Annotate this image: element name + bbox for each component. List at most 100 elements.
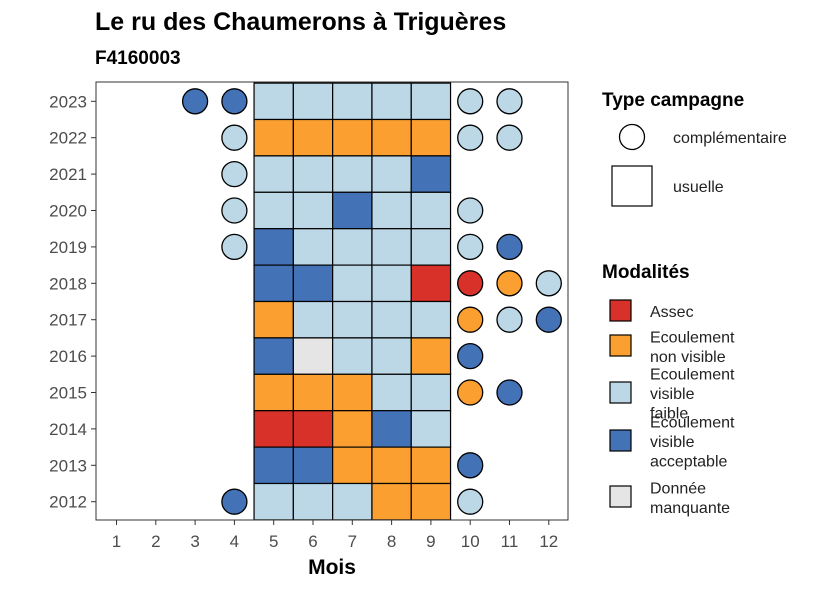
cell-2017-m11 — [496, 306, 523, 333]
cell-2013-m6 — [292, 446, 334, 485]
cell-2023-m4 — [221, 88, 248, 115]
cell-2015-m7 — [332, 373, 373, 412]
x-tick-label: 3 — [190, 532, 199, 551]
cell-2015-m8 — [371, 373, 412, 412]
cell-2021-m9 — [410, 155, 452, 193]
cell-2022-m10 — [457, 124, 484, 151]
cell-2018-m7 — [332, 264, 373, 303]
x-tick-label: 9 — [426, 532, 435, 551]
cell-2019-m6 — [292, 228, 334, 266]
cell-2012-m6 — [292, 482, 334, 521]
cell-2014-m9 — [410, 410, 452, 448]
cell-2023-m3 — [181, 88, 209, 115]
x-axis-title: Mois — [308, 556, 356, 579]
x-axis: 1 2 3 4 5 6 7 8 9 10 11 12 — [112, 520, 558, 551]
x-tick-label: 6 — [308, 532, 317, 551]
cell-2012-m8 — [371, 482, 412, 521]
x-tick-label: 8 — [387, 532, 396, 551]
cell-2019-m8 — [371, 228, 412, 266]
legend-label-F: Ecoulement visible faible — [650, 367, 735, 423]
legend-swatch-A — [609, 299, 632, 322]
chart-title: Le ru des Chaumerons à Triguères — [95, 8, 506, 36]
cell-2017-m10 — [457, 306, 484, 333]
cell-2014-m6 — [292, 410, 334, 448]
cell-2023-m7 — [332, 82, 373, 121]
cell-2022-m7 — [332, 118, 373, 157]
cell-2017-m12 — [535, 306, 562, 333]
cell-2018-m11 — [496, 270, 523, 297]
cell-2023-m5 — [253, 82, 294, 121]
y-tick-label: 2016 — [49, 347, 87, 366]
y-tick-label: 2013 — [49, 456, 87, 475]
cell-2023-m11 — [496, 88, 523, 115]
legend-label-complementaire: complémentaire — [673, 130, 787, 147]
cell-2016-m10 — [457, 342, 484, 370]
cell-2023-m10 — [457, 88, 484, 115]
cell-2022-m11 — [496, 124, 523, 151]
cell-2019-m4 — [221, 233, 248, 261]
cell-2014-m8 — [371, 410, 412, 448]
cell-2016-m6 — [292, 337, 334, 375]
cell-2022-m8 — [371, 118, 412, 157]
x-tick-label: 11 — [501, 532, 519, 551]
legend-label-usuelle: usuelle — [673, 179, 724, 196]
legend-swatch-D — [609, 485, 632, 508]
cell-2017-m5 — [253, 300, 294, 339]
cell-2021-m8 — [371, 155, 412, 193]
x-tick-label: 10 — [461, 532, 480, 551]
cell-2017-m9 — [410, 300, 452, 339]
y-tick-label: 2014 — [49, 420, 87, 439]
legend-swatch-V — [609, 429, 632, 452]
cell-2022-m5 — [253, 118, 294, 157]
cell-2022-m9 — [410, 118, 452, 157]
cell-2015-m6 — [292, 373, 334, 412]
x-tick-label: 1 — [112, 532, 121, 551]
cell-2020-m7 — [332, 191, 373, 230]
cell-2021-m7 — [332, 155, 373, 193]
cell-2021-m6 — [292, 155, 334, 193]
cell-2013-m10 — [457, 452, 484, 479]
plot-panel-border — [95, 81, 569, 521]
cell-2020-m10 — [457, 197, 484, 224]
y-tick-label: 2015 — [49, 384, 87, 403]
cell-2012-m5 — [253, 482, 294, 521]
cell-2013-m5 — [253, 446, 294, 485]
x-tick-label: 2 — [151, 532, 160, 551]
cell-2012-m9 — [410, 482, 452, 521]
cell-2017-m8 — [371, 300, 412, 339]
chart-subtitle: F4160003 — [95, 48, 181, 69]
y-tick-label: 2023 — [49, 92, 87, 111]
cell-2019-m5 — [253, 228, 294, 266]
cell-2020-m4 — [221, 197, 248, 224]
legend-campaign-type: Type campagne complémentaire usuelle — [602, 90, 787, 207]
x-tick-label: 12 — [539, 532, 558, 551]
y-axis: 2012 2013 2014 2015 2016 2017 2018 2019 2020 2021… — [49, 92, 96, 512]
legend-key-usuelle — [611, 165, 653, 207]
legend-label-E: Ecoulement non visible — [650, 329, 735, 366]
y-tick-label: 2012 — [49, 493, 87, 512]
cell-2017-m6 — [292, 300, 334, 339]
cell-2013-m8 — [371, 446, 412, 485]
cell-2018-m6 — [292, 264, 334, 303]
legend-swatch-F — [609, 381, 632, 404]
cell-2023-m8 — [371, 82, 412, 121]
cell-2020-m8 — [371, 191, 412, 230]
cell-2012-m7 — [332, 482, 373, 521]
y-tick-label: 2019 — [49, 238, 87, 257]
cell-2015-m5 — [253, 373, 294, 412]
cell-2020-m9 — [410, 191, 452, 230]
cell-2018-m8 — [371, 264, 412, 303]
cell-2018-m5 — [253, 264, 294, 303]
cell-2015-m10 — [457, 379, 484, 406]
legend-modalities-title: Modalités — [602, 262, 690, 283]
legend-key-complementaire — [618, 123, 646, 151]
x-tick-label: 4 — [230, 532, 239, 551]
cell-2022-m6 — [292, 118, 334, 157]
cell-2022-m4 — [221, 124, 248, 151]
cell-2020-m6 — [292, 191, 334, 230]
legend-swatch-E — [609, 334, 632, 357]
cell-2014-m7 — [332, 410, 373, 448]
cell-2016-m5 — [253, 337, 294, 375]
